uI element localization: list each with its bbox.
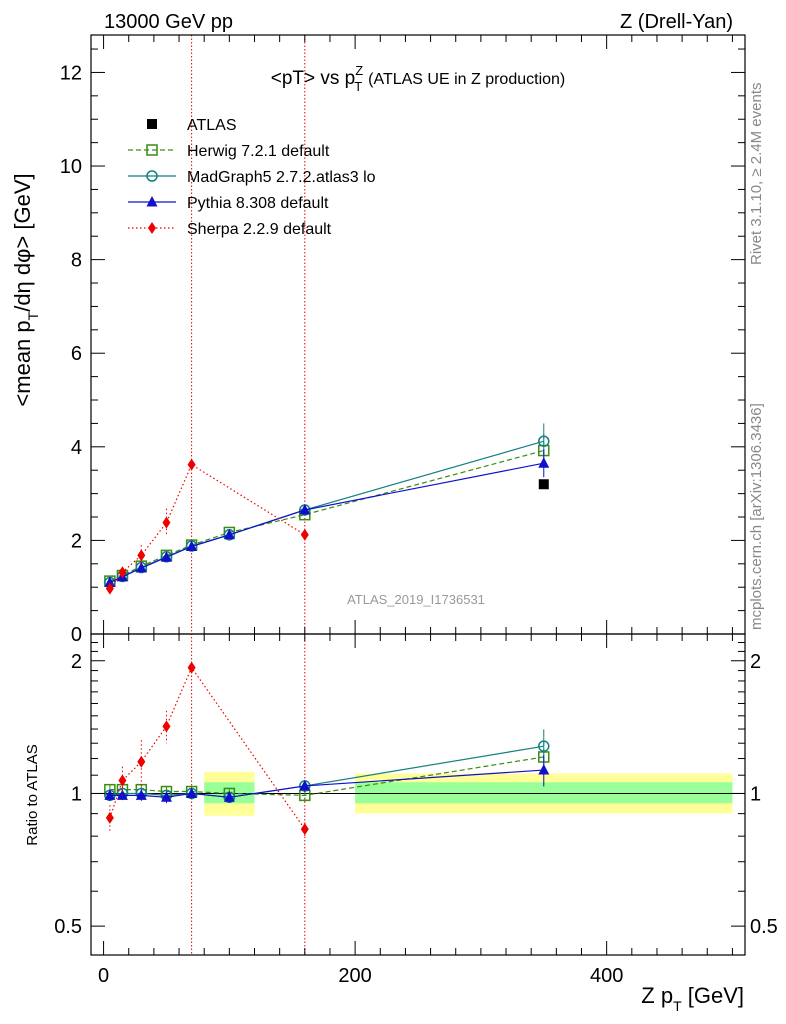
data-point-0 <box>538 479 549 490</box>
chart-title: <pT> vs pZ T (ATLAS UE in Z production) <box>271 63 566 94</box>
legend-label-1: Herwig 7.2.1 default <box>187 143 330 160</box>
series-2-point-3 <box>160 551 172 562</box>
ratio-y-axis-label: Ratio to ATLAS <box>24 744 41 845</box>
series-2-ratio-point-4 <box>186 787 198 798</box>
series-2-ratio-point-5 <box>223 791 235 802</box>
y-tick-label-4: 4 <box>71 437 82 459</box>
ratio-tick-label-left-0: 0.5 <box>54 916 82 938</box>
side-label-rivet: Rivet 3.1.10, ≥ 2.4M events <box>748 83 765 266</box>
series-2-ratio-point-1 <box>116 789 128 800</box>
y-tick-label-2: 2 <box>71 530 82 552</box>
legend-marker-0 <box>147 119 157 129</box>
ratio-series-layer <box>104 661 550 837</box>
series-2-ratio-point-2 <box>135 789 147 800</box>
series-2-point-4 <box>186 540 198 551</box>
legend-label-3: Pythia 8.308 default <box>187 195 329 212</box>
x-tick-label-200: 200 <box>338 965 371 987</box>
y-tick-label-0: 0 <box>71 624 82 646</box>
series-0-line <box>109 449 544 582</box>
series-2-ratio-point-6 <box>299 779 311 791</box>
ratio-tick-label-left-2: 2 <box>71 651 82 673</box>
legend: ATLAS Herwig 7.2.1 default MadGraph5 2.7.2… <box>128 117 376 238</box>
y-tick-label-12: 12 <box>60 62 82 84</box>
y-tick-label-8: 8 <box>71 250 82 272</box>
series-1-ratio-point-7 <box>538 740 550 752</box>
header-left: 13000 GeV pp <box>104 11 233 33</box>
series-3-point-0 <box>105 582 114 595</box>
side-label-mcplots: mcplots.cern.ch [arXiv:1306.3436] <box>748 403 765 630</box>
series-3-ratio-point-0 <box>105 811 114 824</box>
x-tick-label-0: 0 <box>98 965 109 987</box>
legend-marker-2 <box>146 170 158 182</box>
series-3-point-1 <box>118 566 127 579</box>
x-tick-label-400: 400 <box>590 965 623 987</box>
series-3-point-5 <box>300 528 309 541</box>
series-2-ratio-line <box>109 769 544 798</box>
vertical-reference-lines <box>191 35 306 955</box>
series-2-ratio-point-7 <box>538 764 550 775</box>
series-3-ratio-point-3 <box>162 720 171 733</box>
legend-marker-4 <box>148 222 156 234</box>
ratio-tick-label-right-1: 1 <box>750 783 761 805</box>
series-1-line <box>109 440 544 584</box>
legend-marker-3 <box>146 196 158 207</box>
series-2-ratio-point-3 <box>160 791 172 802</box>
series-2-point-2 <box>135 562 147 573</box>
y-tick-label-6: 6 <box>71 343 82 365</box>
series-3-point-4 <box>187 458 196 471</box>
y-axis-label: <mean pT/dη dφ> [GeV] <box>10 173 41 406</box>
ratio-tick-label-right-0: 0.5 <box>750 916 778 938</box>
legend-marker-1 <box>146 144 158 156</box>
ratio-tick-label-left-1: 1 <box>71 783 82 805</box>
ratio-frame <box>90 633 746 956</box>
legend-label-4: Sherpa 2.2.9 default <box>187 221 332 238</box>
x-axis-label: Z pT [GeV] <box>641 983 744 1014</box>
series-2-ratio-point-0 <box>104 789 116 800</box>
series-3-ratio-point-2 <box>137 755 146 768</box>
series-2-line <box>109 462 544 584</box>
watermark-analysis-id: ATLAS_2019_I1736531 <box>347 592 485 607</box>
series-1-point-7 <box>538 435 550 447</box>
series-3-ratio-point-5 <box>300 823 309 836</box>
series-3-point-3 <box>162 516 171 529</box>
series-2-point-7 <box>538 457 550 468</box>
series-3-ratio-line <box>109 666 306 830</box>
series-3-ratio-point-4 <box>187 661 196 674</box>
band-inner-1 <box>355 782 733 804</box>
ratio-tick-label-right-2: 2 <box>750 651 761 673</box>
series-3-ratio-point-1 <box>118 774 127 787</box>
legend-label-0: ATLAS <box>187 117 237 134</box>
y-tick-label-10: 10 <box>60 156 82 178</box>
series-2-point-5 <box>223 528 235 540</box>
series-3-point-2 <box>137 549 146 562</box>
plot-frames <box>90 34 746 956</box>
header-right: Z (Drell-Yan) <box>620 11 733 33</box>
series-2-point-6 <box>299 503 311 515</box>
main-series-layer <box>104 423 550 595</box>
legend-label-2: MadGraph5 2.7.2.atlas3 lo <box>187 169 376 186</box>
